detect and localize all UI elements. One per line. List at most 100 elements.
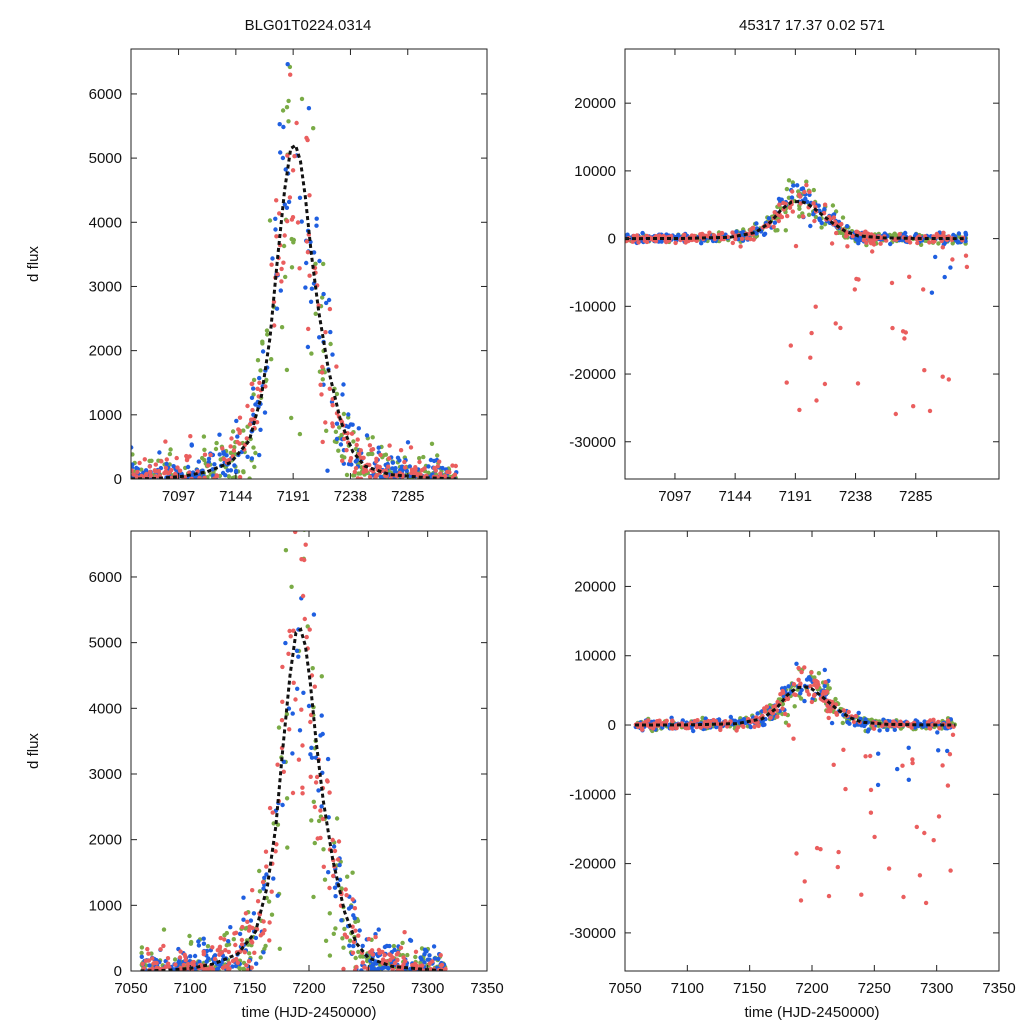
x-tick-label: 7300 [920, 980, 953, 997]
data-point-green [783, 228, 788, 233]
data-point-red [822, 381, 828, 387]
data-point-red [841, 708, 847, 713]
data-point-blue [440, 465, 445, 471]
data-point-red [377, 949, 383, 954]
data-point-red [274, 842, 279, 847]
data-point-blue [963, 230, 968, 236]
data-point-red [306, 326, 311, 332]
data-point-red [653, 239, 659, 244]
data-point-red [308, 719, 313, 725]
data-point-blue [164, 461, 169, 467]
data-point-blue [942, 274, 947, 280]
data-point-red [263, 849, 269, 854]
data-point-red [443, 473, 448, 479]
data-point-red [269, 262, 274, 267]
data-point-red [257, 380, 262, 385]
data-point-red [774, 708, 780, 713]
data-point-blue [330, 352, 335, 357]
data-point-red [131, 468, 134, 473]
data-point-blue [277, 122, 282, 127]
data-point-red [812, 682, 817, 688]
data-point-green [311, 894, 316, 900]
data-point-blue [282, 202, 287, 207]
data-point-red [267, 920, 272, 925]
data-point-blue [299, 219, 304, 224]
series-red [633, 665, 956, 906]
data-point-blue [306, 703, 312, 709]
data-point-blue [237, 931, 243, 937]
data-point-blue [224, 453, 229, 458]
data-point-blue [364, 433, 370, 438]
data-point-red [281, 769, 286, 774]
data-point-red [131, 472, 136, 477]
data-point-red [794, 851, 799, 856]
data-point-red [246, 928, 252, 933]
data-point-green [435, 453, 440, 458]
data-point-red [777, 213, 783, 218]
data-point-green [172, 957, 178, 962]
plot-frame [130, 530, 488, 972]
data-point-blue [296, 654, 301, 659]
data-point-red [948, 868, 953, 873]
data-point-blue [308, 299, 314, 304]
data-point-red [734, 728, 739, 733]
data-point-red [931, 838, 936, 843]
data-point-red [909, 725, 914, 730]
data-point-red [809, 670, 814, 675]
data-point-blue [319, 713, 324, 718]
data-point-red [360, 960, 365, 965]
data-point-blue [351, 913, 356, 918]
data-point-red [275, 762, 280, 767]
data-point-green [383, 452, 389, 457]
data-point-red [366, 936, 372, 942]
data-point-green [167, 451, 173, 457]
data-point-blue [290, 711, 295, 716]
data-point-blue [734, 229, 739, 234]
data-point-red [178, 949, 183, 954]
data-point-red [922, 368, 927, 373]
data-point-red [245, 919, 250, 924]
data-point-green [344, 472, 350, 478]
data-point-red [793, 243, 799, 249]
data-point-red [286, 651, 291, 656]
data-point-red [163, 439, 168, 444]
data-point-green [200, 455, 205, 461]
data-point-red [868, 241, 874, 246]
data-point-green [311, 799, 316, 804]
data-point-red [344, 893, 349, 898]
data-point-red [772, 210, 777, 215]
data-point-red [330, 403, 335, 408]
data-point-red [318, 808, 323, 813]
data-point-green [298, 414, 302, 418]
data-point-blue [305, 344, 311, 350]
data-point-red [815, 679, 820, 685]
series-green [131, 64, 458, 479]
data-point-blue [766, 216, 772, 221]
data-point-red [343, 887, 348, 892]
data-point-red [706, 718, 711, 724]
data-point-red [797, 192, 802, 197]
data-point-red [963, 253, 969, 258]
data-point-blue [748, 724, 753, 730]
data-point-red [250, 888, 255, 893]
data-point-red [147, 464, 152, 469]
data-point-blue [799, 687, 804, 693]
data-point-red [682, 232, 687, 237]
data-point-green [269, 357, 274, 362]
data-point-red [287, 727, 292, 732]
data-point-red [777, 202, 782, 207]
data-point-blue [334, 421, 340, 426]
data-point-red [307, 627, 312, 632]
data-point-green [322, 877, 328, 882]
data-point-red [229, 436, 234, 441]
data-point-red [260, 879, 266, 885]
data-point-red [264, 864, 269, 869]
data-point-blue [754, 221, 759, 226]
data-point-green [413, 954, 418, 960]
data-point-blue [314, 216, 319, 221]
data-point-blue [339, 918, 344, 923]
data-point-red [940, 763, 945, 768]
data-point-red [240, 924, 245, 930]
data-point-red [382, 953, 387, 958]
